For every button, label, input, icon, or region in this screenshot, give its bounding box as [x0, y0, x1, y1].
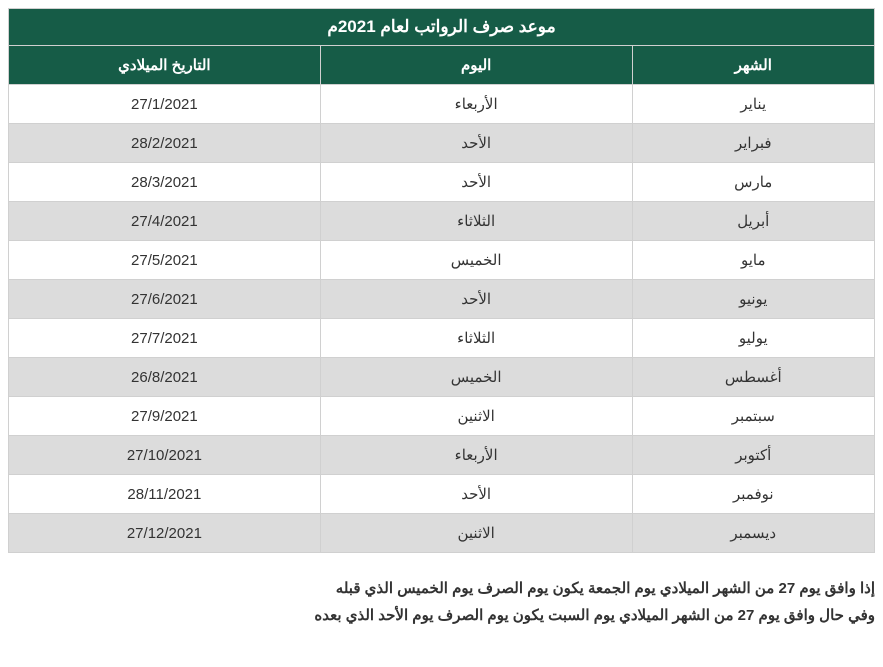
cell-date: 26/8/2021 — [9, 358, 321, 397]
salary-table-container: موعد صرف الرواتب لعام 2021م الشهر اليوم … — [8, 8, 875, 553]
table-row: أكتوبر الأربعاء 27/10/2021 — [9, 436, 875, 475]
cell-month: يناير — [632, 85, 874, 124]
cell-date: 28/11/2021 — [9, 475, 321, 514]
table-row: ديسمبر الاثنين 27/12/2021 — [9, 514, 875, 553]
cell-month: مارس — [632, 163, 874, 202]
cell-date: 27/5/2021 — [9, 241, 321, 280]
cell-month: أغسطس — [632, 358, 874, 397]
cell-day: الأربعاء — [320, 85, 632, 124]
cell-month: أكتوبر — [632, 436, 874, 475]
cell-date: 27/4/2021 — [9, 202, 321, 241]
table-title: موعد صرف الرواتب لعام 2021م — [9, 9, 875, 46]
table-row: أبريل الثلاثاء 27/4/2021 — [9, 202, 875, 241]
cell-date: 27/9/2021 — [9, 397, 321, 436]
table-row: سبتمبر الاثنين 27/9/2021 — [9, 397, 875, 436]
cell-month: يونيو — [632, 280, 874, 319]
cell-day: الاثنين — [320, 397, 632, 436]
col-header-day: اليوم — [320, 46, 632, 85]
cell-date: 27/1/2021 — [9, 85, 321, 124]
table-row: نوفمبر الأحد 28/11/2021 — [9, 475, 875, 514]
cell-month: يوليو — [632, 319, 874, 358]
table-header-row: الشهر اليوم التاريخ الميلادي — [9, 46, 875, 85]
table-row: أغسطس الخميس 26/8/2021 — [9, 358, 875, 397]
cell-date: 27/7/2021 — [9, 319, 321, 358]
cell-day: الأحد — [320, 163, 632, 202]
col-header-date: التاريخ الميلادي — [9, 46, 321, 85]
cell-date: 28/3/2021 — [9, 163, 321, 202]
table-row: يناير الأربعاء 27/1/2021 — [9, 85, 875, 124]
note-line-2: وفي حال وافق يوم 27 من الشهر الميلادي يو… — [8, 602, 875, 629]
cell-day: الاثنين — [320, 514, 632, 553]
table-row: يونيو الأحد 27/6/2021 — [9, 280, 875, 319]
cell-month: أبريل — [632, 202, 874, 241]
cell-month: مايو — [632, 241, 874, 280]
table-row: يوليو الثلاثاء 27/7/2021 — [9, 319, 875, 358]
col-header-month: الشهر — [632, 46, 874, 85]
footer-notes: إذا وافق يوم 27 من الشهر الميلادي يوم ال… — [8, 575, 875, 629]
cell-day: الخميس — [320, 241, 632, 280]
cell-date: 27/6/2021 — [9, 280, 321, 319]
cell-date: 28/2/2021 — [9, 124, 321, 163]
cell-day: الأربعاء — [320, 436, 632, 475]
cell-day: الثلاثاء — [320, 202, 632, 241]
table-row: مايو الخميس 27/5/2021 — [9, 241, 875, 280]
cell-day: الأحد — [320, 475, 632, 514]
table-row: مارس الأحد 28/3/2021 — [9, 163, 875, 202]
cell-day: الأحد — [320, 280, 632, 319]
cell-month: ديسمبر — [632, 514, 874, 553]
cell-date: 27/10/2021 — [9, 436, 321, 475]
table-body: يناير الأربعاء 27/1/2021 فبراير الأحد 28… — [9, 85, 875, 553]
salary-table: موعد صرف الرواتب لعام 2021م الشهر اليوم … — [8, 8, 875, 553]
cell-day: الأحد — [320, 124, 632, 163]
cell-month: فبراير — [632, 124, 874, 163]
cell-day: الخميس — [320, 358, 632, 397]
cell-date: 27/12/2021 — [9, 514, 321, 553]
table-row: فبراير الأحد 28/2/2021 — [9, 124, 875, 163]
note-line-1: إذا وافق يوم 27 من الشهر الميلادي يوم ال… — [8, 575, 875, 602]
cell-month: سبتمبر — [632, 397, 874, 436]
cell-day: الثلاثاء — [320, 319, 632, 358]
cell-month: نوفمبر — [632, 475, 874, 514]
